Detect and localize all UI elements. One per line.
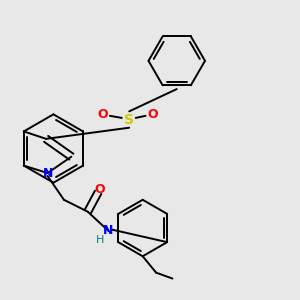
Text: O: O — [97, 108, 108, 121]
Text: N: N — [103, 224, 114, 238]
Text: H: H — [95, 235, 104, 245]
Text: O: O — [94, 183, 105, 196]
Text: S: S — [124, 113, 134, 127]
Text: N: N — [42, 167, 53, 179]
Text: O: O — [148, 108, 158, 121]
